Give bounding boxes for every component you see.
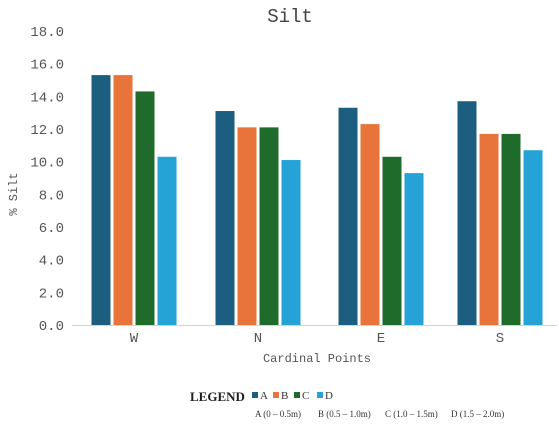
legend-key-c: C (302, 390, 309, 402)
bar-b-w (113, 75, 133, 325)
y-tick-label: 6.0 (39, 221, 64, 237)
bar-a-s (457, 101, 477, 325)
x-tick-label: N (254, 331, 262, 347)
y-tick-label: 16.0 (30, 58, 64, 74)
legend-swatch-b (273, 392, 279, 398)
y-tick-label: 10.0 (30, 156, 64, 172)
bar-b-e (360, 124, 380, 325)
chart-title: Silt (267, 6, 313, 28)
bar-b-n (237, 127, 257, 325)
legend-key-d: D (325, 390, 333, 402)
y-tick-label: 14.0 (30, 90, 64, 106)
y-tick-label: 4.0 (39, 254, 64, 270)
legend-key-b: B (281, 390, 288, 402)
y-axis-tick-labels: 0.0 2.0 4.0 6.0 8.0 10.0 12.0 14.0 16.0 18.0 (30, 25, 64, 335)
bar-d-w (157, 156, 177, 325)
legend-key-a: A (260, 390, 268, 402)
legend-heading: LEGEND (190, 389, 245, 404)
bar-c-s (501, 133, 521, 325)
legend-description: B (0.5 – 1.0m) (318, 409, 371, 419)
bar-b-s (479, 133, 499, 325)
bar-d-e (404, 173, 424, 325)
x-tick-label: S (496, 331, 504, 347)
legend-swatch-a (252, 392, 258, 398)
y-axis-label: % Silt (7, 172, 21, 215)
x-tick-label: E (377, 331, 385, 347)
x-axis-label: Cardinal Points (263, 352, 371, 366)
bar-c-e (382, 156, 402, 325)
y-tick-label: 18.0 (30, 25, 64, 41)
bar-c-n (259, 127, 279, 325)
legend-description: D (1.5 – 2.0m) (451, 409, 504, 419)
y-tick-label: 0.0 (39, 319, 64, 335)
y-tick-label: 2.0 (39, 286, 64, 302)
legend-swatch-d (317, 392, 323, 398)
legend-description: A (0 – 0.5m) (255, 409, 301, 419)
bar-a-w (91, 75, 111, 325)
legend-descriptions: A (0 – 0.5m) B (0.5 – 1.0m) C (1.0 – 1.5m)… (255, 409, 504, 419)
bars (91, 75, 543, 326)
bar-a-n (215, 111, 235, 326)
bar-a-e (338, 107, 358, 326)
legend-description: C (1.0 – 1.5m) (385, 409, 438, 419)
bar-c-w (135, 91, 155, 325)
bar-d-s (523, 150, 543, 325)
y-tick-label: 8.0 (39, 188, 64, 204)
x-tick-label: W (130, 331, 139, 347)
y-tick-label: 12.0 (30, 123, 64, 139)
legend-swatch-c (294, 392, 300, 398)
legend-entries: A B C D (252, 390, 333, 402)
bar-d-n (281, 160, 301, 325)
